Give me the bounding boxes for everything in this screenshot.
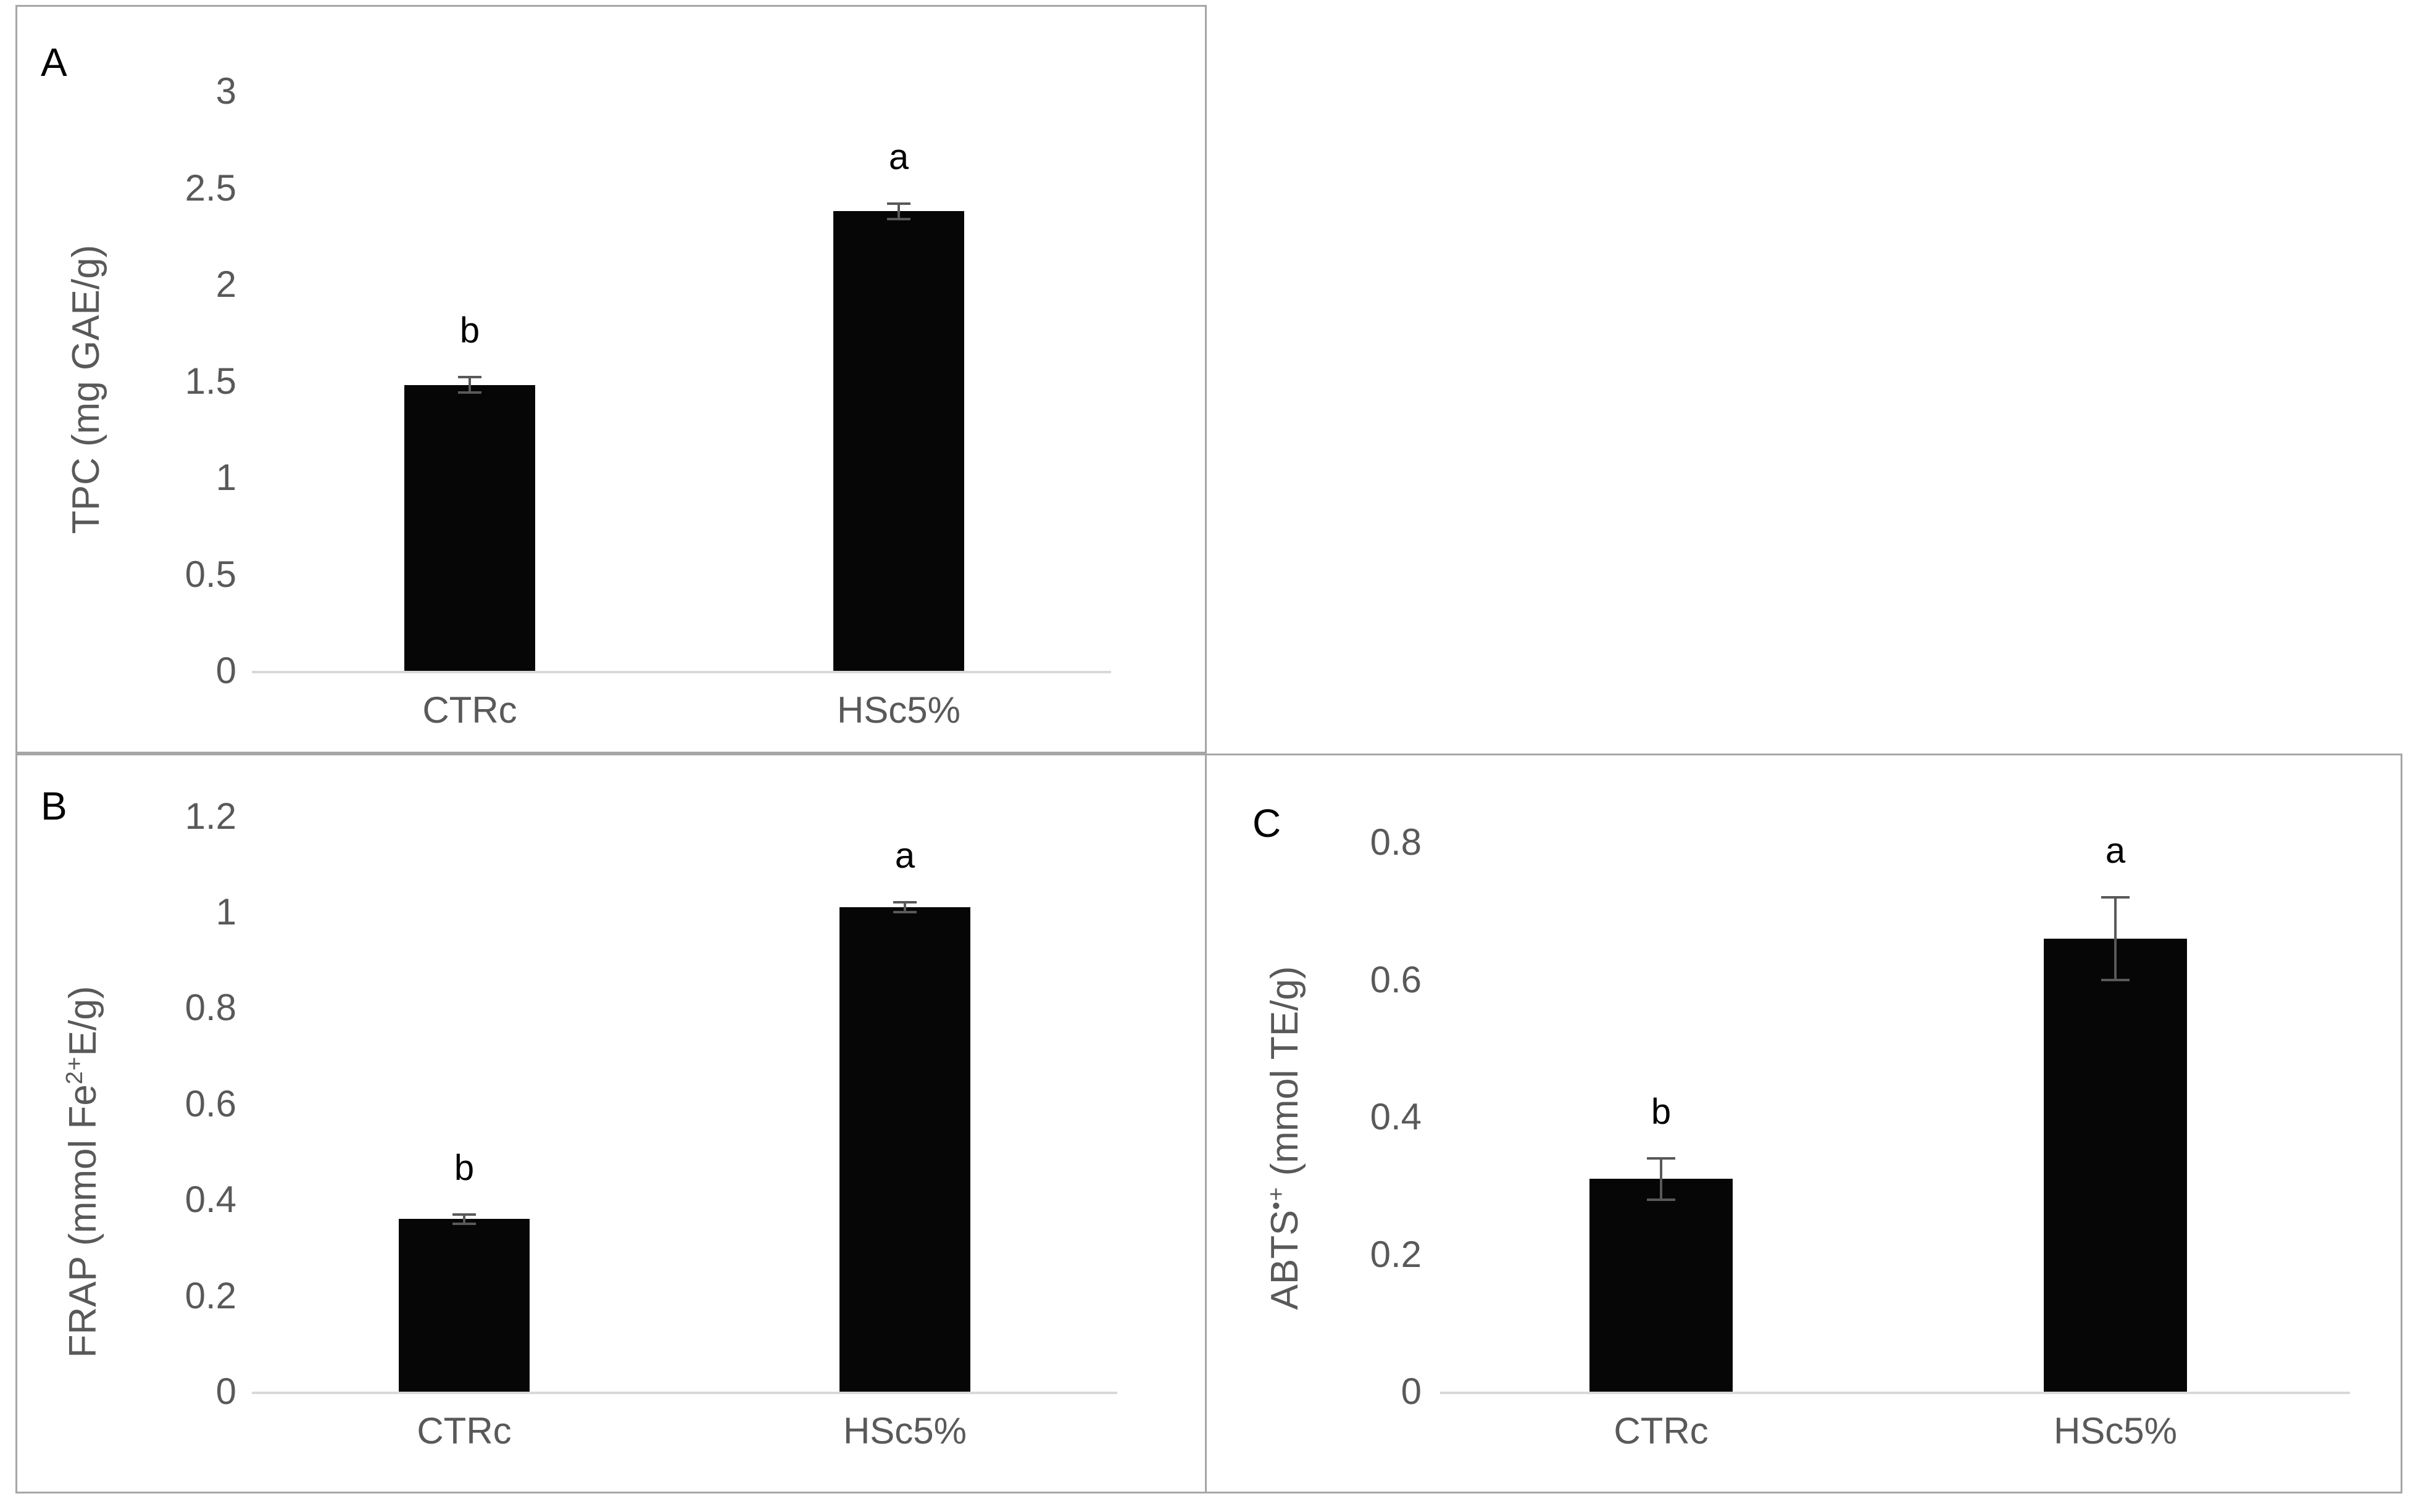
error-bar-cap-bottom <box>2101 978 2130 981</box>
y-tick-label: 1 <box>215 891 236 933</box>
x-category-label: CTRc <box>422 689 517 731</box>
y-tick-label: 1.2 <box>185 795 236 837</box>
significance-letter: b <box>459 310 480 351</box>
y-tick-label: 0.8 <box>185 987 236 1029</box>
error-bar-cap-bottom <box>458 391 481 394</box>
y-tick-label: 2.5 <box>185 167 236 209</box>
y-tick-label: 0.4 <box>185 1179 236 1221</box>
y-axis-title-superscript: •+ <box>1263 1186 1290 1210</box>
y-tick-label: 1 <box>215 457 236 498</box>
significance-letter: b <box>454 1147 475 1188</box>
error-bar-line <box>469 377 471 393</box>
y-tick-label: 0.2 <box>1370 1233 1422 1275</box>
x-category-label: CTRc <box>1614 1410 1709 1452</box>
significance-letter: a <box>2105 831 2126 871</box>
y-tick-label: 0.5 <box>185 553 236 595</box>
x-axis-line <box>252 1392 1117 1394</box>
bar-ctrc <box>1589 1179 1733 1392</box>
error-bar-cap-top <box>452 1213 476 1216</box>
y-axis-title: TPC (mg GAE/g) <box>65 244 107 534</box>
error-bar-line <box>463 1214 465 1224</box>
x-category-label: CTRc <box>417 1410 512 1452</box>
panel-b: B 0 0.2 0.4 0.6 0.8 1 1.2 FRAP (mmol Fe2+E/g) b C… <box>15 754 1207 1493</box>
y-tick-label: 0.4 <box>1370 1096 1422 1138</box>
panel-letter-a: A <box>41 40 67 85</box>
x-category-label: HSc5% <box>836 689 961 731</box>
error-bar-cap-bottom <box>1647 1198 1675 1201</box>
chart-tpc: 0 0.5 1 1.5 2 2.5 3 TPC (mg GAE/g) b CTRc a HSc5% <box>17 7 1205 752</box>
y-tick-label: 0 <box>215 1371 236 1412</box>
y-tick-label: 0 <box>1401 1371 1422 1412</box>
error-bar-cap-top <box>887 202 910 205</box>
significance-letter: a <box>888 136 909 177</box>
error-bar-cap-top <box>893 901 917 904</box>
x-category-label: HSc5% <box>2053 1410 2178 1452</box>
error-bar-line <box>898 203 900 219</box>
significance-letter: b <box>1651 1091 1672 1132</box>
panel-letter-c: C <box>1252 801 1281 845</box>
panel-letter-b: B <box>41 784 67 828</box>
error-bar-cap-bottom <box>893 911 917 913</box>
y-tick-label: 3 <box>215 70 236 112</box>
chart-abts: 0 0.2 0.4 0.6 0.8 ABTS•+ (mmol TE/g) b CTRc a HSc… <box>1207 755 2401 1492</box>
bar-hsc5% <box>839 907 970 1392</box>
y-axis-title-superscript: 2+ <box>61 1056 88 1085</box>
y-axis-title-text: E/g) <box>61 986 104 1057</box>
panel-a: A 0 0.5 1 1.5 2 2.5 3 TPC (mg GAE/g) b CTRc a HSc5% <box>15 5 1207 754</box>
y-tick-label: 0.6 <box>185 1082 236 1124</box>
y-tick-label: 0 <box>215 650 236 691</box>
y-axis-title: ABTS•+ (mmol TE/g) <box>1263 966 1306 1310</box>
y-axis-title-text: TPC (mg GAE/g) <box>65 244 107 534</box>
error-bar-cap-top <box>458 376 481 379</box>
y-axis-title-text: (mmol TE/g) <box>1263 966 1306 1187</box>
x-category-label: HSc5% <box>843 1410 967 1452</box>
bar-ctrc <box>404 384 535 671</box>
bar-hsc5% <box>833 211 964 671</box>
error-bar-cap-top <box>1647 1157 1675 1160</box>
error-bar-cap-bottom <box>887 217 910 220</box>
y-axis-title: FRAP (mmol Fe2+E/g) <box>61 986 104 1358</box>
panel-c: C 0 0.2 0.4 0.6 0.8 ABTS•+ (mmol TE/g) b CTRc a H… <box>1205 754 2402 1493</box>
error-bar-line <box>904 902 906 912</box>
y-tick-label: 1.5 <box>185 360 236 402</box>
bar-hsc5% <box>2044 939 2187 1392</box>
y-tick-label: 2 <box>215 264 236 305</box>
error-bar-line <box>2114 897 2117 980</box>
significance-letter: a <box>894 836 915 876</box>
y-tick-label: 0.6 <box>1370 958 1422 1000</box>
chart-frap: 0 0.2 0.4 0.6 0.8 1 1.2 FRAP (mmol Fe2+E/g) b CTR… <box>17 755 1205 1492</box>
x-axis-line <box>252 671 1111 673</box>
error-bar-line <box>1660 1158 1662 1200</box>
error-bar-cap-bottom <box>452 1223 476 1226</box>
x-axis-line <box>1440 1392 2350 1394</box>
y-tick-label: 0.2 <box>185 1274 236 1316</box>
y-axis-title-text: FRAP (mmol Fe <box>61 1084 104 1358</box>
y-tick-label: 0.8 <box>1370 821 1422 863</box>
y-axis-title-text: ABTS <box>1263 1210 1306 1310</box>
bar-ctrc <box>399 1219 530 1392</box>
error-bar-cap-top <box>2101 896 2130 899</box>
